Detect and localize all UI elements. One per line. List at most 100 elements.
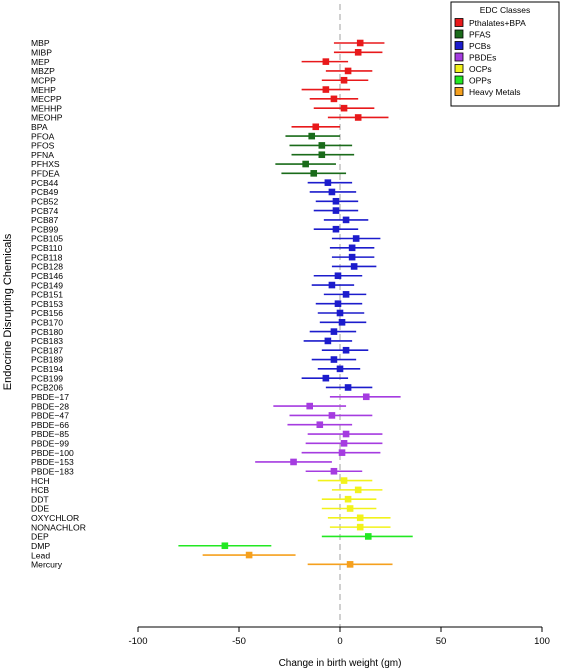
point-mehp <box>322 86 330 93</box>
chemical-label-pfos: PFOS <box>31 141 55 151</box>
point-pcb52 <box>332 197 340 205</box>
chemical-label-pcb110: PCB110 <box>31 243 63 253</box>
point-estimates <box>221 39 372 568</box>
chemical-label-pbde-66: PBDE−66 <box>31 420 69 430</box>
chemical-label-mcpp: MCPP <box>31 75 56 85</box>
chemical-label-pcb156: PCB156 <box>31 308 63 318</box>
chemical-label-pfhxs: PFHXS <box>31 159 60 169</box>
point-pcb156 <box>336 309 344 317</box>
x-tick-label: 50 <box>436 636 447 647</box>
chemical-label-pcb52: PCB52 <box>31 196 58 206</box>
chemical-label-pcb99: PCB99 <box>31 224 58 234</box>
point-mbp <box>356 39 364 47</box>
legend-swatch-ocps <box>454 64 464 73</box>
point-hcb <box>354 486 362 494</box>
point-pcb118 <box>348 253 356 261</box>
x-tick-label: -50 <box>232 636 246 647</box>
chemical-label-ddt: DDT <box>31 494 49 504</box>
x-axis-ticks: -100 -50 0 50 100 <box>128 627 550 647</box>
chemical-label-pbde-85: PBDE−85 <box>31 429 69 439</box>
confidence-intervals <box>178 42 413 566</box>
legend-swatch-heavy-metals <box>454 87 464 96</box>
chemical-label-hch: HCH <box>31 476 50 486</box>
point-pcb153 <box>334 300 342 307</box>
chemical-label-dde: DDE <box>31 504 49 514</box>
point-lead <box>245 551 253 559</box>
chemical-label-pcb187: PCB187 <box>31 345 63 355</box>
x-tick-label: 0 <box>337 636 342 647</box>
legend-title: EDC Classes <box>480 5 531 15</box>
legend-swatch-opps <box>454 75 464 85</box>
point-pcb105 <box>352 235 360 242</box>
point-nonachlor <box>356 523 364 531</box>
point-pbde-85 <box>342 430 350 438</box>
point-pfdea <box>310 170 318 177</box>
legend-label-ocps: OCPs <box>469 64 492 74</box>
chemical-label-pcb118: PCB118 <box>31 252 63 262</box>
point-mcpp <box>340 76 348 84</box>
legend-label-pthalates-bpa: Pthalates+BPA <box>469 18 526 28</box>
legend-label-pcbs: PCBs <box>469 41 491 51</box>
point-pbde-17 <box>362 393 370 401</box>
legend-label-heavy-metals: Heavy Metals <box>469 87 521 97</box>
point-pfhxs <box>302 160 309 168</box>
chemical-label-pcb87: PCB87 <box>31 215 58 225</box>
point-mehhp <box>340 104 348 112</box>
chemical-label-pcb151: PCB151 <box>31 290 63 300</box>
point-pcb44 <box>324 179 332 186</box>
chemical-label-pcb44: PCB44 <box>31 178 58 188</box>
point-pcb149 <box>328 281 336 289</box>
point-pcb183 <box>324 337 332 345</box>
chemical-label-pbde-100: PBDE−100 <box>31 448 74 458</box>
legend-label-pbdes: PBDEs <box>469 53 496 63</box>
chemical-label-pcb105: PCB105 <box>31 234 63 244</box>
point-pcb180 <box>330 328 338 335</box>
point-pcb194 <box>336 365 344 373</box>
point-pbde-153 <box>290 458 297 466</box>
legend-label-opps: OPPs <box>469 76 491 86</box>
point-oxychlor <box>356 514 364 522</box>
point-pcb128 <box>350 263 358 270</box>
chemical-label-mbzp: MBZP <box>31 66 55 76</box>
chemical-label-pcb199: PCB199 <box>31 373 63 383</box>
point-pcb206 <box>344 384 352 391</box>
chemical-label-pbde-183: PBDE−183 <box>31 466 74 476</box>
legend-swatch-pfas <box>454 29 464 39</box>
point-pfoa <box>308 132 316 140</box>
chemical-label-pfoa: PFOA <box>31 131 55 141</box>
point-mercury <box>346 561 354 568</box>
chemical-label-mibp: MIBP <box>31 48 52 58</box>
point-pbde-183 <box>330 467 338 475</box>
chemical-label-dep: DEP <box>31 532 49 542</box>
chemical-label-pbde-153: PBDE−153 <box>31 457 74 467</box>
point-mbzp <box>344 67 352 75</box>
chemical-label-oxychlor: OXYCHLOR <box>31 513 79 523</box>
point-pcb151 <box>342 291 350 298</box>
chemical-label-pcb189: PCB189 <box>31 355 63 365</box>
point-pbde-28 <box>306 402 313 410</box>
point-pfos <box>318 142 326 149</box>
chemical-label-dmp: DMP <box>31 541 50 551</box>
chemical-label-bpa: BPA <box>31 122 48 132</box>
chemical-label-pcb74: PCB74 <box>31 206 58 216</box>
chemical-labels: MBPMIBPMEPMBZPMCPPMEHPMECPPMEHHPMEOHPBPA… <box>31 38 86 569</box>
chemical-label-mep: MEP <box>31 57 50 67</box>
point-pcb99 <box>332 225 340 233</box>
point-ddt <box>344 495 352 503</box>
point-meohp <box>354 114 362 121</box>
chemical-label-pfdea: PFDEA <box>31 169 60 179</box>
point-dde <box>346 505 354 512</box>
chemical-label-pbde-47: PBDE−47 <box>31 411 69 421</box>
point-hch <box>340 477 348 484</box>
point-pbde-47 <box>328 412 336 419</box>
point-bpa <box>312 123 320 131</box>
chemical-label-mehhp: MEHHP <box>31 103 62 113</box>
point-dmp <box>221 542 229 550</box>
x-axis-title: Change in birth weight (gm) <box>279 658 402 669</box>
chemical-label-mehp: MEHP <box>31 85 56 95</box>
chemical-label-pcb180: PCB180 <box>31 327 63 337</box>
point-pfna <box>318 151 326 159</box>
